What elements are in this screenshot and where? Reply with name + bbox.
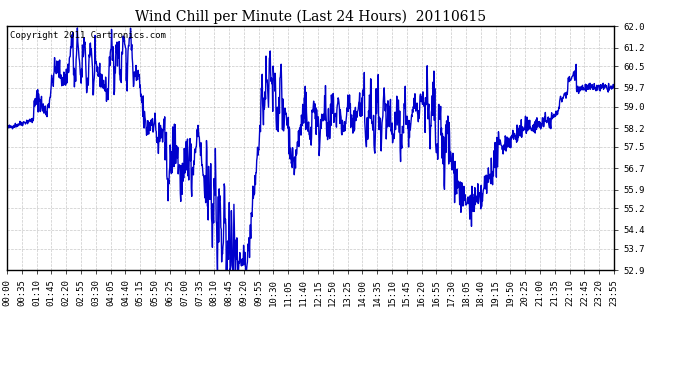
Title: Wind Chill per Minute (Last 24 Hours)  20110615: Wind Chill per Minute (Last 24 Hours) 20… [135, 9, 486, 24]
Text: Copyright 2011 Cartronics.com: Copyright 2011 Cartronics.com [10, 31, 166, 40]
